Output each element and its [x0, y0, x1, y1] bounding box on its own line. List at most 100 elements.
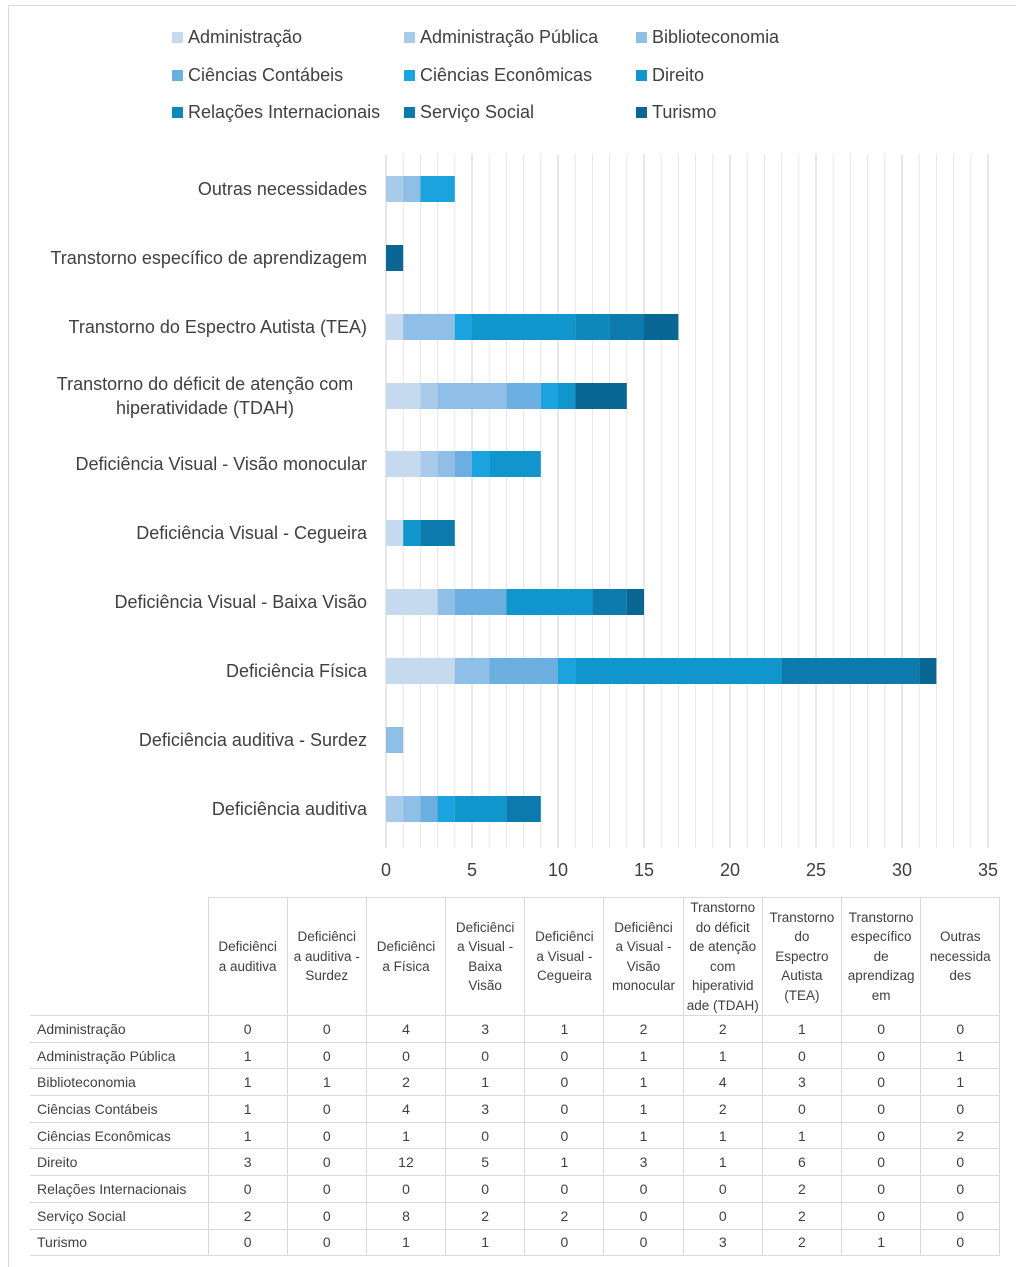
table-cell: 1: [603, 1041, 684, 1070]
bar-segment: [403, 176, 421, 202]
bar-segment: [386, 658, 455, 684]
table-cell: 0: [286, 1121, 367, 1150]
table-cell: 0: [840, 1121, 922, 1150]
table-row-label: Ciências Contábeis: [30, 1095, 209, 1123]
table-row-label: Serviço Social: [30, 1201, 209, 1230]
table-cell: 0: [207, 1015, 288, 1043]
table-cell: 3: [445, 1095, 526, 1123]
table-cell: 1: [445, 1068, 526, 1097]
table-cell: 1: [286, 1068, 367, 1097]
table-cell: 0: [207, 1175, 288, 1203]
bar-segment: [558, 658, 576, 684]
table-cell: 0: [524, 1095, 605, 1123]
table-cell: 0: [445, 1121, 526, 1150]
table-row-label: Biblioteconomia: [30, 1068, 209, 1097]
x-tick-label: 0: [381, 860, 391, 880]
table-cell: 3: [207, 1148, 288, 1177]
category-label: Transtorno do déficit de atenção com: [57, 374, 354, 394]
bar-segment: [386, 796, 404, 822]
table-cell: 0: [524, 1175, 605, 1203]
table-cell: 0: [365, 1175, 447, 1203]
table-cell: 0: [920, 1095, 1001, 1123]
category-label: Outras necessidades: [198, 179, 367, 199]
bar-segment: [609, 314, 644, 340]
table-cell: 1: [920, 1068, 1001, 1097]
x-tick-label: 35: [978, 860, 998, 880]
legend-swatch: [172, 107, 183, 118]
legend-item: Direito: [636, 65, 704, 86]
bar-segment: [489, 658, 558, 684]
table-cell: 1: [920, 1041, 1001, 1070]
bar-segment: [644, 314, 679, 340]
legend-swatch: [636, 107, 647, 118]
table-cell: 0: [524, 1228, 605, 1257]
table-cell: 6: [761, 1148, 843, 1177]
table-cell: 0: [682, 1201, 763, 1230]
bar-segment: [437, 383, 507, 409]
table-cell: 1: [840, 1228, 922, 1257]
legend-swatch: [404, 107, 415, 118]
legend-label: Ciências Econômicas: [420, 64, 593, 85]
legend-item: Ciências Econômicas: [404, 65, 592, 86]
table-cell: 0: [920, 1015, 1001, 1043]
bar-segment: [403, 314, 455, 340]
table-cell: 1: [207, 1095, 288, 1123]
table-cell: 0: [603, 1228, 684, 1257]
table-column-header: Transtorno do Espectro Autista (TEA): [761, 897, 843, 1016]
table-cell: 1: [365, 1121, 447, 1150]
bar-segment: [403, 796, 421, 822]
category-label: hiperatividade (TDAH): [116, 398, 294, 418]
bar-segment: [540, 383, 558, 409]
table-cell: 0: [207, 1228, 288, 1257]
x-tick-label: 20: [720, 860, 740, 880]
bar-segment: [592, 589, 627, 615]
table-cell: 4: [365, 1095, 447, 1123]
chart-legend: Administração Administração Pública Biblio…: [172, 27, 972, 137]
table-row: Biblioteconomia 1 1 2 1 0 1 4 3 0 1: [30, 1068, 1001, 1097]
bar-segment: [420, 520, 455, 546]
table-cell: 1: [445, 1228, 526, 1257]
legend-label: Administração: [188, 27, 303, 47]
bar-segment: [489, 451, 541, 477]
table-row: Ciências Contábeis 1 0 4 3 0 1 2 0 0 0: [30, 1095, 1001, 1123]
category-label: Transtorno do Espectro Autista (TEA): [69, 317, 367, 337]
bar-segment: [420, 383, 438, 409]
table-cell: 0: [365, 1041, 447, 1070]
data-table: Deficiênci a auditiva Deficiênci a auditiva…: [30, 897, 1001, 1257]
legend-swatch: [636, 69, 647, 81]
table-cell: 2: [761, 1228, 843, 1257]
table-cell: 2: [682, 1015, 763, 1043]
table-cell: 1: [603, 1121, 684, 1150]
bar-segment: [454, 451, 472, 477]
table-cell: 1: [207, 1041, 288, 1070]
x-tick-label: 25: [806, 860, 826, 880]
table-column-header: Deficiênci a Visual - Visão monocular: [603, 897, 684, 1016]
table-cell: 8: [365, 1201, 447, 1230]
table-column-header: Deficiênci a Física: [365, 897, 447, 1016]
table-cell: 0: [840, 1095, 922, 1123]
legend-swatch: [172, 32, 183, 43]
category-label: Deficiência Física: [226, 661, 368, 681]
table-cell: 3: [682, 1228, 763, 1257]
table-cell: 1: [761, 1121, 843, 1150]
table-cell: 0: [840, 1201, 922, 1230]
legend-item: Administração Pública: [404, 27, 598, 48]
legend-item: Biblioteconomia: [636, 27, 779, 48]
table-cell: 0: [445, 1175, 526, 1203]
legend-label: Direito: [652, 64, 705, 85]
table-cell: 4: [365, 1015, 447, 1043]
table-column-header: Deficiênci a Visual - Cegueira: [524, 897, 605, 1016]
table-cell: 1: [682, 1041, 763, 1070]
bar-segment: [403, 520, 421, 546]
bar-segment: [386, 176, 404, 202]
category-label: Deficiência Visual - Visão monocular: [76, 454, 367, 474]
bar-segment: [420, 176, 455, 202]
table-cell: 3: [761, 1068, 843, 1097]
table-row: Serviço Social 2 0 8 2 2 0 0 2 0 0: [30, 1201, 1001, 1230]
table-cell: 1: [524, 1015, 605, 1043]
table-column-header: Transtorno do déficit de atenção com hiperat…: [682, 897, 763, 1016]
table-cell: 0: [524, 1068, 605, 1097]
table-row: Administração 0 0 4 3 1 2 2 1 0 0: [30, 1015, 1001, 1043]
table-cell: 1: [682, 1148, 763, 1177]
legend-label: Relações Internacionais: [188, 102, 381, 122]
